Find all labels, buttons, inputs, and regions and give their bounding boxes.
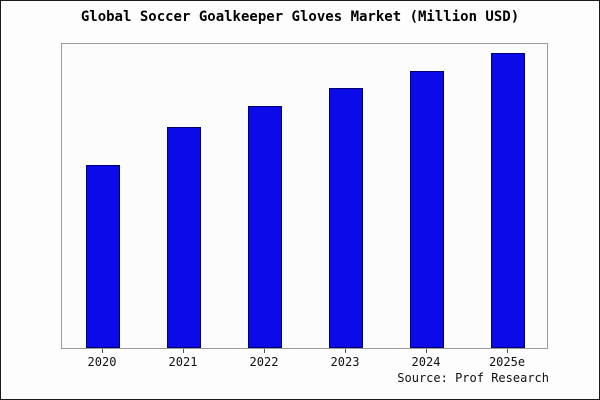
x-tick: [102, 349, 103, 353]
x-tick: [426, 349, 427, 353]
source-text: Source: Prof Research: [397, 371, 549, 385]
bar-2025e: [491, 53, 525, 348]
x-tick: [507, 349, 508, 353]
bar-2022: [248, 106, 282, 348]
bar-2020: [86, 165, 120, 348]
bar-2021: [167, 127, 201, 348]
bar-2023: [329, 88, 363, 348]
x-tick: [264, 349, 265, 353]
x-tick: [183, 349, 184, 353]
x-tick-label-2025e: 2025e: [488, 355, 526, 369]
x-tick-label-2020: 2020: [87, 355, 117, 369]
x-tick-label-2022: 2022: [249, 355, 279, 369]
x-tick-label-2021: 2021: [168, 355, 198, 369]
x-tick-label-2023: 2023: [330, 355, 360, 369]
x-tick-label-2024: 2024: [411, 355, 441, 369]
x-tick: [345, 349, 346, 353]
bar-2024: [410, 71, 444, 348]
plot-area: [61, 43, 548, 349]
chart-title: Global Soccer Goalkeeper Gloves Market (…: [80, 9, 520, 25]
